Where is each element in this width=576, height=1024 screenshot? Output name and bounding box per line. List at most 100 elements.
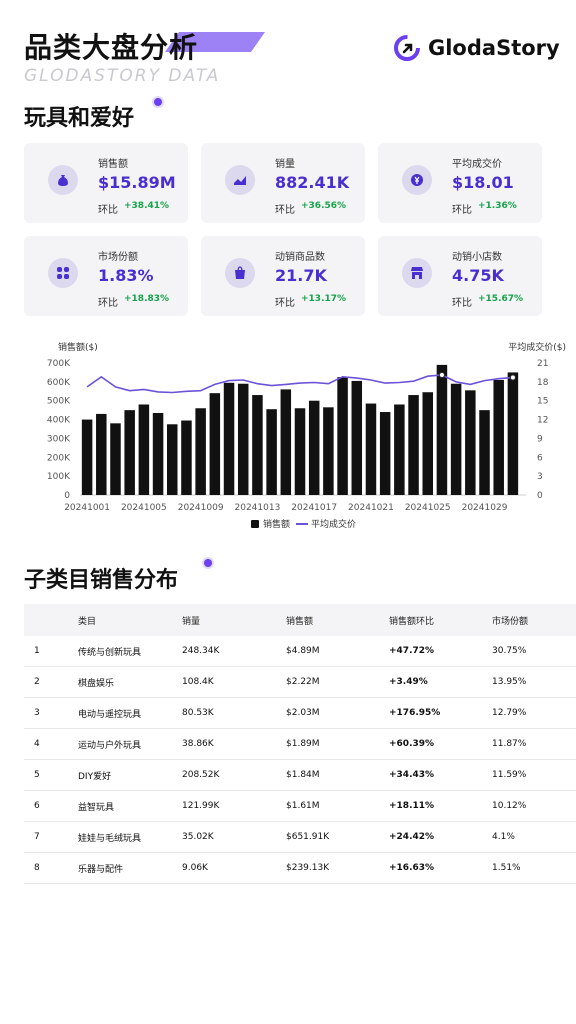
x-tick-label: 20241025 xyxy=(405,503,451,513)
bar xyxy=(365,403,377,495)
bar xyxy=(223,382,235,495)
bar xyxy=(195,408,206,495)
y-tick-label: 500K xyxy=(47,397,71,407)
y-tick-label: 400K xyxy=(47,416,71,426)
kpi-value: 21.7K xyxy=(275,266,327,285)
row-share: 30.75% xyxy=(492,636,576,667)
row-sales: $2.22M xyxy=(286,666,389,698)
row-share: 4.1% xyxy=(492,821,576,853)
kpi-label: 销量 xyxy=(275,159,295,170)
table-header-row: 类目 销量 销售额 销售额环比 市场份额 xyxy=(24,604,576,636)
page-title: 品类大盘分析 xyxy=(24,31,199,64)
kpi-change-label: 环比 xyxy=(452,298,472,309)
bar xyxy=(181,420,192,495)
row-category: 传统与创新玩具 xyxy=(78,636,182,667)
bar xyxy=(266,409,277,495)
y2-tick-label: 12 xyxy=(537,416,548,426)
row-volume: 121.99K xyxy=(182,790,286,822)
row-volume: 208.52K xyxy=(182,759,286,791)
bar xyxy=(465,390,476,495)
line-point xyxy=(509,374,516,381)
row-volume: 248.34K xyxy=(182,636,286,667)
legend-bar-swatch xyxy=(251,520,259,528)
row-change: +47.72% xyxy=(389,636,492,667)
legend-bar-label: 销售额 xyxy=(263,518,290,530)
bar xyxy=(394,404,405,495)
kpi-value: $15.89M xyxy=(98,173,176,192)
category-title: 玩具和爱好 xyxy=(24,106,135,131)
header-category: 类目 xyxy=(78,604,182,636)
row-volume: 38.86K xyxy=(182,728,286,760)
y-axis-title: 销售额($) xyxy=(58,341,98,353)
row-category: 运动与户外玩具 xyxy=(78,728,182,760)
kpi-card: 销售额 $15.89M 环比 +38.41% xyxy=(24,143,188,223)
row-rank: 8 xyxy=(24,852,78,884)
kpi-change-label: 环比 xyxy=(275,298,295,309)
bar xyxy=(138,404,150,495)
row-sales: $4.89M xyxy=(286,636,389,667)
bar xyxy=(124,410,135,495)
y2-tick-label: 21 xyxy=(537,359,548,369)
y-tick-label: 100K xyxy=(47,472,71,482)
kpi-change: +36.56% xyxy=(301,201,347,211)
money-bag-icon xyxy=(48,165,78,195)
x-tick-label: 20241009 xyxy=(178,503,224,513)
table-row: 6 益智玩具 121.99K $1.61M +18.11% 10.12% xyxy=(24,790,576,822)
legend-line-label: 平均成交价 xyxy=(311,518,356,530)
row-change: +18.11% xyxy=(389,790,492,822)
row-sales: $2.03M xyxy=(286,697,389,729)
bar xyxy=(209,393,221,495)
header-sales: 销售额 xyxy=(286,604,389,636)
kpi-change-label: 环比 xyxy=(98,298,118,309)
row-change: +60.39% xyxy=(389,728,492,760)
table-row: 2 棋盘娱乐 108.4K $2.22M +3.49% 13.95% xyxy=(24,666,576,698)
kpi-label: 平均成交价 xyxy=(452,159,502,170)
subcategory-dot-icon xyxy=(202,557,214,569)
logo-icon xyxy=(394,35,420,61)
row-rank: 3 xyxy=(24,697,78,729)
bar xyxy=(294,408,306,495)
kpi-card: 平均成交价 $18.01 环比 +1.36% xyxy=(378,143,542,223)
bar xyxy=(479,410,490,495)
trend-chart-icon xyxy=(225,165,255,195)
row-rank: 2 xyxy=(24,666,78,698)
brand-logo: GlodaStory xyxy=(392,32,560,64)
table-row: 3 电动与遥控玩具 80.53K $2.03M +176.95% 12.79% xyxy=(24,697,576,729)
y-tick-label: 700K xyxy=(47,359,71,369)
y2-tick-label: 15 xyxy=(537,397,548,407)
row-share: 11.59% xyxy=(492,759,576,791)
row-rank: 6 xyxy=(24,790,78,822)
store-icon xyxy=(402,258,432,288)
kpi-card: 动销小店数 4.75K 环比 +15.67% xyxy=(378,236,542,316)
row-sales: $1.84M xyxy=(286,759,389,791)
bar xyxy=(167,424,178,495)
x-tick-label: 20241013 xyxy=(235,503,281,513)
x-tick-label: 20241029 xyxy=(462,503,508,513)
kpi-value: 1.83% xyxy=(98,266,154,285)
row-share: 11.87% xyxy=(492,728,576,760)
row-rank: 7 xyxy=(24,821,78,853)
table-row: 8 乐器与配件 9.06K $239.13K +16.63% 1.51% xyxy=(24,852,576,884)
subcategory-table: 类目 销量 销售额 销售额环比 市场份额 1 传统与创新玩具 248.34K $4.8… xyxy=(24,604,576,884)
bar xyxy=(337,377,348,495)
bar xyxy=(379,412,391,495)
row-share: 12.79% xyxy=(492,697,576,729)
header-share: 市场份额 xyxy=(492,604,576,636)
page-subtitle: GLODASTORY DATA xyxy=(24,66,221,86)
price-tag-icon xyxy=(402,165,432,195)
bar xyxy=(351,380,363,495)
kpi-change-label: 环比 xyxy=(452,205,472,216)
bar xyxy=(81,419,93,495)
bar xyxy=(408,395,419,495)
y2-tick-label: 6 xyxy=(537,453,543,463)
kpi-change: +38.41% xyxy=(124,201,170,211)
bar xyxy=(308,400,320,495)
kpi-change-label: 环比 xyxy=(98,205,118,216)
kpi-label: 市场份额 xyxy=(98,252,138,263)
kpi-change-label: 环比 xyxy=(275,205,295,216)
kpi-card: 动销商品数 21.7K 环比 +13.17% xyxy=(201,236,365,316)
row-change: +16.63% xyxy=(389,852,492,884)
y2-tick-label: 0 xyxy=(537,491,543,501)
row-volume: 108.4K xyxy=(182,666,286,698)
kpi-card: 销量 882.41K 环比 +36.56% xyxy=(201,143,365,223)
